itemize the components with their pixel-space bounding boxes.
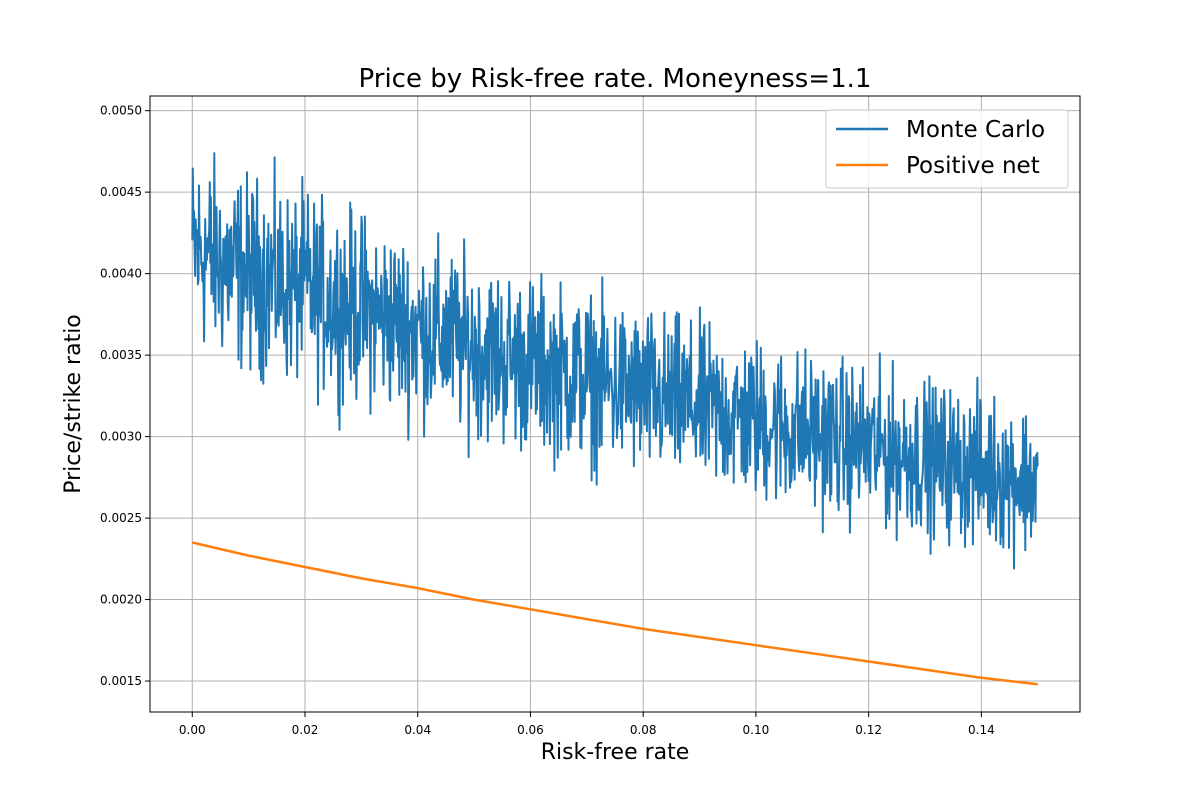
x-axis-label: Risk-free rate bbox=[541, 740, 690, 765]
x-tick-label: 0.06 bbox=[517, 723, 544, 737]
x-tick-label: 0.08 bbox=[630, 723, 657, 737]
y-tick-label: 0.0045 bbox=[100, 185, 142, 199]
axis-ticks: 0.00 0.02 0.04 0.06 0.08 0.10 0.12 0.14 0.0015 0.… bbox=[100, 104, 995, 737]
x-tick-label: 0.04 bbox=[404, 723, 431, 737]
plot-frame bbox=[149, 95, 1081, 713]
x-tick-label: 0.00 bbox=[179, 723, 206, 737]
series-layer bbox=[191, 152, 1039, 686]
x-tick-label: 0.02 bbox=[292, 723, 319, 737]
legend-label-monte-carlo: Monte Carlo bbox=[906, 117, 1045, 143]
grid bbox=[150, 96, 1080, 712]
x-tick-label: 0.10 bbox=[743, 723, 770, 737]
y-tick-label: 0.0025 bbox=[100, 511, 142, 525]
series-line-monte-carlo bbox=[191, 152, 1039, 570]
series-line-positive-net bbox=[192, 541, 1038, 686]
y-tick-label: 0.0020 bbox=[100, 593, 142, 607]
legend-label-positive-net: Positive net bbox=[906, 153, 1040, 179]
y-tick-label: 0.0040 bbox=[100, 267, 142, 281]
y-axis-label: Price/strike ratio bbox=[61, 314, 86, 494]
y-tick-label: 0.0015 bbox=[100, 674, 142, 688]
y-tick-label: 0.0030 bbox=[100, 430, 142, 444]
legend: Monte Carlo Positive net bbox=[825, 109, 1069, 189]
x-tick-label: 0.12 bbox=[855, 723, 882, 737]
x-tick-label: 0.14 bbox=[968, 723, 995, 737]
y-tick-label: 0.0050 bbox=[100, 104, 142, 118]
chart-title: Price by Risk-free rate. Moneyness=1.1 bbox=[359, 64, 872, 94]
y-tick-label: 0.0035 bbox=[100, 348, 142, 362]
